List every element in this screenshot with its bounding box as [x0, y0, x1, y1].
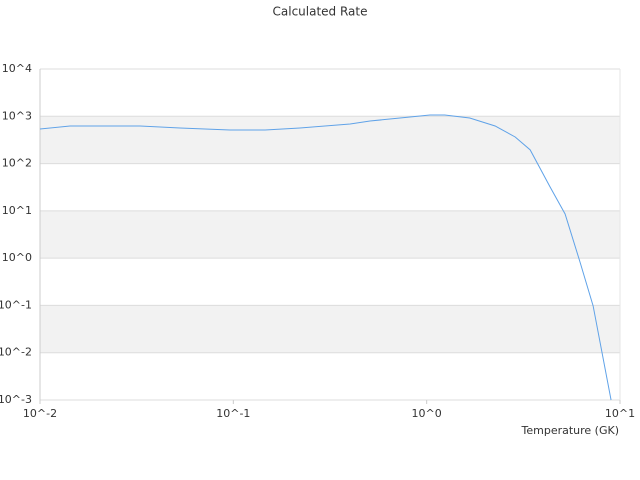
chart-title: Calculated Rate [273, 5, 368, 19]
grid-band [40, 116, 620, 164]
y-tick-label: 10^1 [2, 204, 32, 217]
x-tick-label: 10^-2 [23, 407, 57, 420]
x-axis-label: Temperature (GK) [521, 424, 620, 437]
x-tick-label: 10^0 [412, 407, 442, 420]
series-line [39, 114, 612, 401]
y-tick-label: 10^-2 [0, 346, 32, 359]
grid-band [40, 305, 620, 353]
y-tick-label: 10^-3 [0, 393, 32, 406]
grid-band [40, 210, 620, 259]
x-tick-label: 10^-1 [216, 407, 250, 420]
y-tick-label: 10^-1 [0, 298, 32, 311]
y-tick-label: 10^0 [2, 251, 32, 264]
x-tick-label: 10^1 [605, 407, 635, 420]
y-tick-label: 10^2 [2, 157, 32, 170]
y-tick-label: 10^4 [2, 62, 32, 75]
y-tick-label: 10^3 [2, 109, 32, 122]
